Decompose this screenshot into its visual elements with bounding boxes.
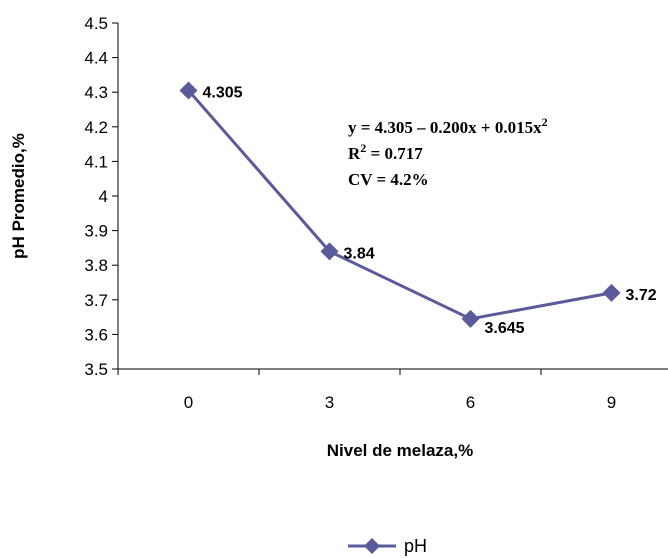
legend-marker-swatch	[364, 538, 380, 554]
data-point-marker	[320, 242, 339, 261]
cv-line: CV = 4.2%	[348, 170, 429, 189]
x-tick-label: 9	[607, 393, 616, 412]
y-tick-label: 3.5	[84, 360, 108, 379]
x-axis-title: Nivel de melaza,%	[327, 441, 473, 460]
y-tick-label: 4.5	[84, 14, 108, 33]
data-label: 3.72	[626, 287, 657, 304]
y-tick-label: 4.2	[84, 118, 108, 137]
series-line	[187, 89, 612, 321]
y-tick-label: 3.9	[84, 222, 108, 241]
equation-line: y = 4.305 – 0.200x + 0.015x2	[348, 115, 548, 137]
x-axis-ticks: 0 3 6 9	[117, 369, 616, 412]
y-tick-label: 3.6	[84, 325, 108, 344]
y-tick-label: 4.4	[84, 49, 108, 68]
series-ph: 4.305 3.84 3.645 3.72	[179, 81, 657, 337]
r-squared-line: R2 = 0.717	[348, 141, 423, 163]
regression-annotation: y = 4.305 – 0.200x + 0.015x2 R2 = 0.717 …	[348, 115, 548, 189]
y-tick-label: 4	[99, 187, 108, 206]
data-point-marker	[179, 81, 198, 100]
data-label: 3.645	[485, 320, 525, 337]
y-tick-label: 4.1	[84, 152, 108, 171]
legend: pH	[348, 536, 427, 556]
x-tick-label: 3	[325, 393, 334, 412]
legend-label-ph: pH	[404, 536, 427, 556]
y-axis-title: pH Promedio,%	[9, 133, 28, 259]
y-axis-ticks: 3.5 3.6 3.7 3.8 3.9 4 4.1 4.2 4.3 4.4 4.5	[84, 14, 118, 379]
data-label: 4.305	[203, 84, 243, 101]
y-tick-label: 4.3	[84, 83, 108, 102]
data-label: 3.84	[344, 245, 375, 262]
data-point-marker	[602, 283, 621, 302]
x-tick-label: 0	[184, 393, 193, 412]
y-tick-label: 3.8	[84, 256, 108, 275]
data-point-marker	[461, 309, 480, 328]
y-tick-label: 3.7	[84, 291, 108, 310]
x-tick-label: 6	[466, 393, 475, 412]
